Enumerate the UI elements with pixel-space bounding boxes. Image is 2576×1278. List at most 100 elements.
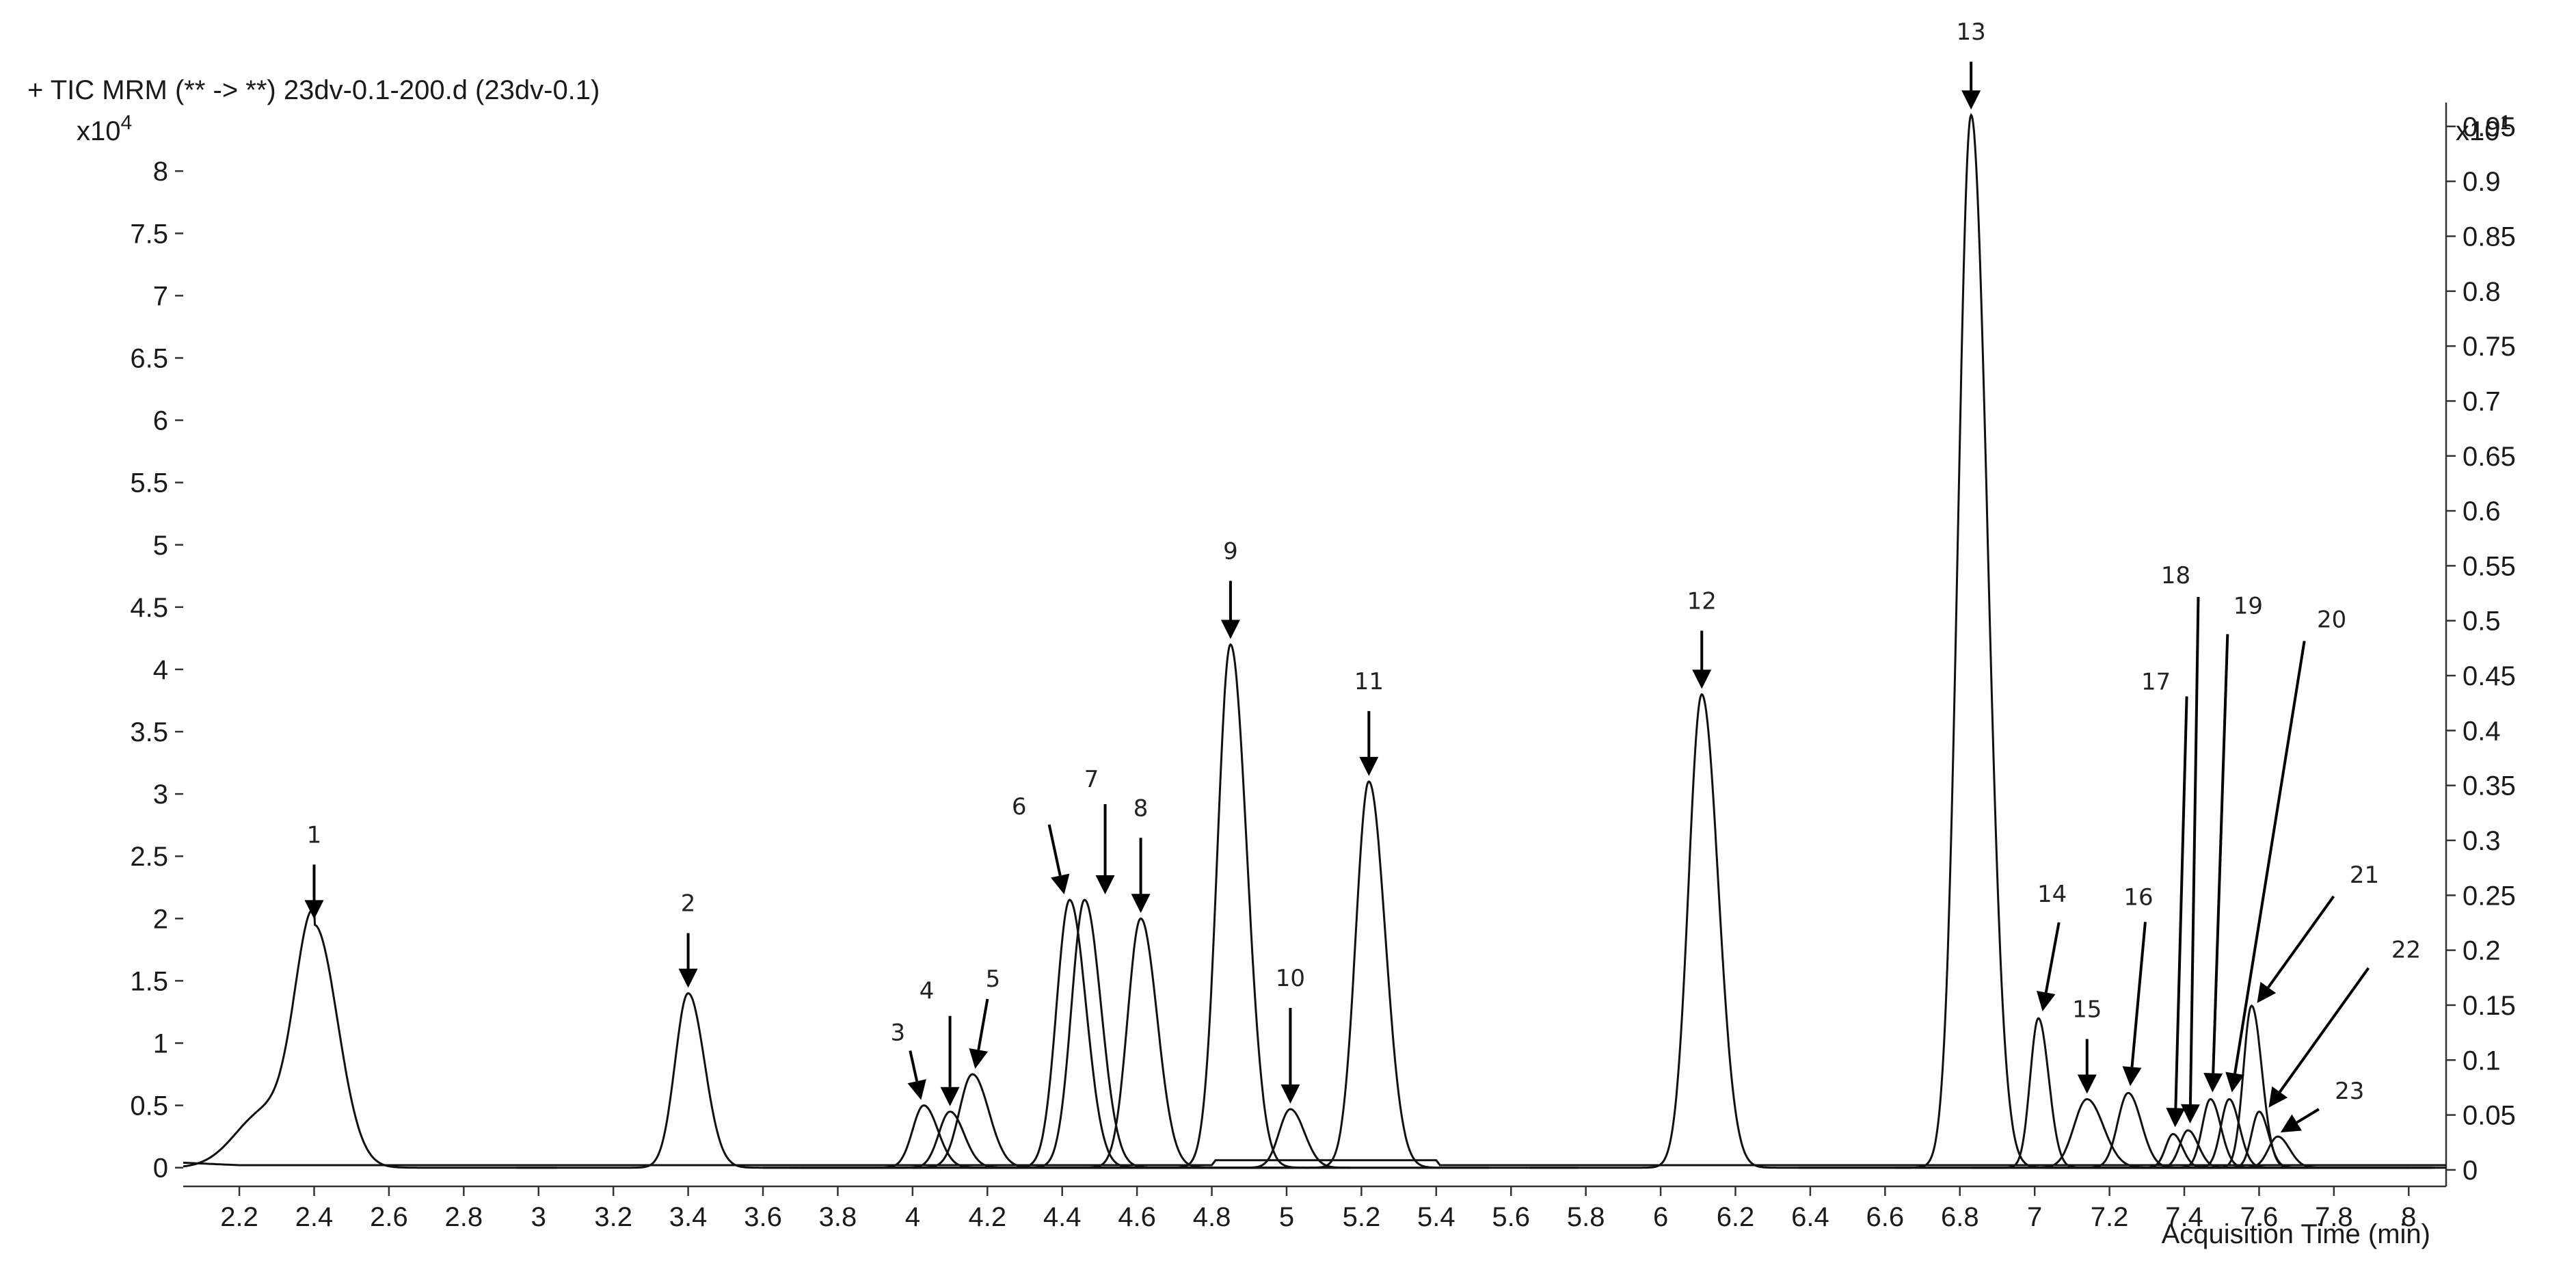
annotation-arrow-head bbox=[1359, 756, 1379, 776]
annotation-arrow-head bbox=[1961, 90, 1981, 110]
annotation-arrow-head bbox=[2166, 1108, 2186, 1128]
annotation-arrow-line bbox=[977, 998, 989, 1050]
right-y-tick-label: 0.65 bbox=[2463, 442, 2516, 472]
right-y-tick-label: 0.4 bbox=[2463, 716, 2501, 746]
annotation-arrow-head bbox=[1051, 873, 1070, 894]
peak-label: 2 bbox=[681, 890, 696, 918]
x-tick-label: 8 bbox=[2401, 1202, 2416, 1232]
peak-label: 1 bbox=[307, 821, 322, 849]
axes-group: 2.2 2.4 2.6 2.8 3 3.2 3.4 3.6 3.8 4 4.2 4.4 4.6 4.8 5 5… bbox=[130, 103, 2516, 1232]
left-y-tick-label: 1.5 bbox=[130, 966, 168, 996]
peak-label: 6 bbox=[1012, 793, 1027, 821]
annotation-arrow-head bbox=[2257, 981, 2277, 1003]
annotation-arrow-line bbox=[2188, 596, 2200, 1105]
peak-label: 14 bbox=[2037, 881, 2067, 908]
right-y-tick-label: 0.7 bbox=[2463, 386, 2501, 416]
left-y-tick-label: 6.5 bbox=[130, 343, 168, 373]
left-y-tick-label: 5.5 bbox=[130, 468, 168, 498]
left-y-tick-label: 5 bbox=[153, 531, 168, 561]
annotation-arrow-head bbox=[2268, 1086, 2288, 1108]
right-y-tick-label: 0.6 bbox=[2463, 496, 2501, 527]
annotation-arrow-head bbox=[2203, 1073, 2223, 1093]
annotation-arrow-line bbox=[2130, 922, 2147, 1067]
x-tick-label: 4.6 bbox=[1118, 1202, 1156, 1232]
right-y-tick-label: 0.35 bbox=[2463, 771, 2516, 801]
annotation-arrow-head bbox=[1220, 620, 1240, 639]
left-y-tick-label: 7 bbox=[153, 281, 168, 311]
peak-label: 19 bbox=[2233, 592, 2263, 620]
annotation-arrow-head bbox=[2036, 990, 2056, 1012]
peak-trace bbox=[2128, 1135, 2446, 1169]
right-y-tick-label: 0.85 bbox=[2463, 222, 2516, 252]
peak-label: 10 bbox=[1276, 965, 1305, 992]
annotation-arrow-line bbox=[2233, 641, 2306, 1074]
left-axis-exponent: x104 bbox=[77, 111, 132, 146]
peak-label: 4 bbox=[920, 978, 935, 1005]
peak-label: 15 bbox=[2072, 996, 2102, 1023]
right-y-tick-label: 0.9 bbox=[2463, 167, 2501, 197]
peak-trace bbox=[2045, 1129, 2369, 1169]
left-y-tick-label: 8 bbox=[153, 157, 168, 187]
baseline-trace bbox=[183, 1159, 2446, 1167]
peak-label: 18 bbox=[2161, 562, 2190, 589]
x-tick-label: 3.4 bbox=[669, 1202, 708, 1232]
traces-group bbox=[183, 113, 2446, 1169]
peak-trace bbox=[515, 992, 898, 1169]
x-tick-label: 3.2 bbox=[594, 1202, 632, 1232]
annotation-arrow-line bbox=[2279, 967, 2370, 1093]
annotation-arrow-line bbox=[1047, 824, 1062, 877]
right-y-tick-label: 0.15 bbox=[2463, 991, 2516, 1021]
x-tick-label: 7 bbox=[2027, 1202, 2042, 1232]
x-axis-title: Acquisition Time (min) bbox=[2162, 1219, 2430, 1249]
peak-label: 13 bbox=[1957, 18, 1986, 46]
x-tick-label: 2.4 bbox=[295, 1202, 334, 1232]
right-y-tick-label: 0.55 bbox=[2463, 551, 2516, 581]
peak-trace bbox=[1799, 113, 2181, 1169]
right-axis-exponent-power: 1 bbox=[2500, 111, 2512, 134]
x-tick-label: 3.8 bbox=[819, 1202, 857, 1232]
annotation-arrow-head bbox=[304, 900, 324, 920]
annotation-arrow-head bbox=[2077, 1074, 2097, 1094]
peak-trace bbox=[968, 917, 1350, 1169]
peak-label: 21 bbox=[2350, 862, 2379, 889]
right-y-tick-label: 0.2 bbox=[2463, 936, 2501, 966]
right-y-tick-label: 0.25 bbox=[2463, 881, 2516, 911]
x-tick-label: 7.8 bbox=[2315, 1202, 2353, 1232]
x-tick-label: 6.2 bbox=[1717, 1202, 1755, 1232]
x-tick-label: 4.8 bbox=[1193, 1202, 1231, 1232]
left-y-tick-label: 4.5 bbox=[130, 593, 168, 623]
x-tick-label: 5.6 bbox=[1492, 1202, 1530, 1232]
x-tick-label: 7.6 bbox=[2240, 1202, 2279, 1232]
peak-trace bbox=[183, 908, 558, 1169]
left-y-tick-label: 3.5 bbox=[130, 717, 168, 747]
right-y-tick-label: 0.45 bbox=[2463, 661, 2516, 691]
x-tick-label: 6.8 bbox=[1941, 1202, 1979, 1232]
peak-trace bbox=[912, 898, 1294, 1169]
peak-label: 17 bbox=[2141, 668, 2171, 695]
peak-trace bbox=[763, 1104, 1123, 1169]
left-y-tick-label: 2.5 bbox=[130, 842, 168, 872]
right-y-tick-label: 0 bbox=[2463, 1156, 2478, 1186]
peak-label: 12 bbox=[1687, 587, 1717, 615]
peak-label: 3 bbox=[890, 1020, 905, 1047]
peak-label: 8 bbox=[1133, 795, 1149, 822]
peak-label: 5 bbox=[986, 966, 1001, 993]
right-y-tick-label: 0.75 bbox=[2463, 332, 2516, 362]
x-tick-label: 4.2 bbox=[968, 1202, 1006, 1232]
annotation-arrow-head bbox=[2122, 1066, 2142, 1087]
peak-label: 7 bbox=[1084, 766, 1099, 793]
peak-label: 16 bbox=[2123, 883, 2153, 911]
annotation-arrow-line bbox=[2267, 895, 2335, 989]
left-axis-exponent-base: x10 bbox=[77, 116, 121, 146]
x-tick-label: 2.2 bbox=[220, 1202, 258, 1232]
left-y-tick-label: 1 bbox=[153, 1028, 168, 1059]
left-y-tick-label: 6 bbox=[153, 406, 168, 436]
annotation-arrow-head bbox=[969, 1048, 989, 1069]
right-y-tick-label: 0.95 bbox=[2463, 112, 2516, 142]
annotation-arrow-head bbox=[678, 968, 698, 988]
annotation-arrow-line bbox=[2212, 634, 2229, 1074]
x-tick-label: 6 bbox=[1653, 1202, 1668, 1232]
right-axis-exponent: x101 bbox=[2456, 111, 2511, 146]
